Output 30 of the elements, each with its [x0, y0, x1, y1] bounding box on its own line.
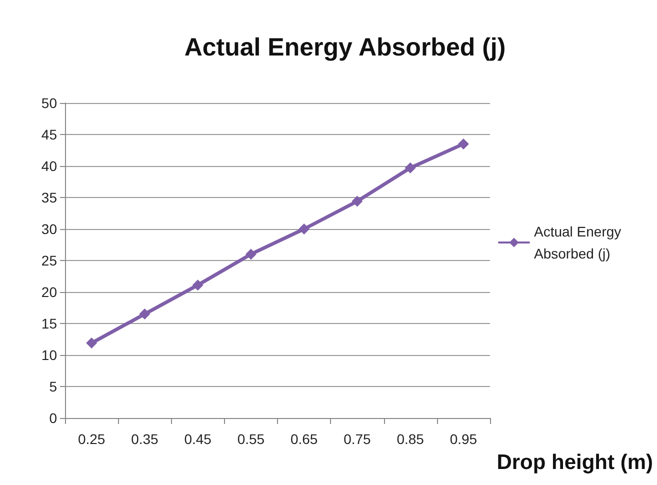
x-tick-label: 0.35	[131, 431, 159, 447]
legend-label: Actual Energy Absorbed (j)	[534, 224, 626, 262]
y-tick-label: 20	[41, 284, 58, 300]
x-tick-label: 0.45	[184, 431, 212, 447]
chart-title: Actual Energy Absorbed (j)	[184, 34, 506, 62]
x-tick-label: 0.55	[237, 431, 265, 447]
y-tick-label: 40	[41, 158, 58, 174]
x-tick-label: 0.25	[78, 431, 106, 447]
point	[139, 308, 150, 320]
x-tick-label: 0.95	[450, 431, 478, 447]
y-tick-label: 30	[41, 221, 58, 237]
y-tick-label: 25	[41, 252, 58, 268]
point	[192, 280, 204, 291]
y-tick-label: 10	[41, 347, 58, 363]
x-tick-label: 0.65	[290, 431, 318, 447]
x-tick-label: 0.85	[396, 431, 424, 447]
point	[404, 162, 416, 174]
x-tick-label: 0.75	[344, 431, 372, 447]
point	[458, 138, 469, 150]
y-tick-label: 5	[49, 378, 58, 394]
y-tick-label: 35	[41, 190, 58, 206]
point	[86, 338, 98, 349]
y-tick-label: 50	[41, 95, 58, 111]
point	[298, 224, 310, 234]
y-tick-label: 15	[41, 316, 58, 332]
y-tick-label: 45	[41, 126, 58, 142]
point	[245, 248, 256, 260]
x-axis-title: Drop height (m)	[496, 451, 653, 474]
point	[352, 196, 363, 207]
y-tick-label: 0	[49, 410, 58, 426]
